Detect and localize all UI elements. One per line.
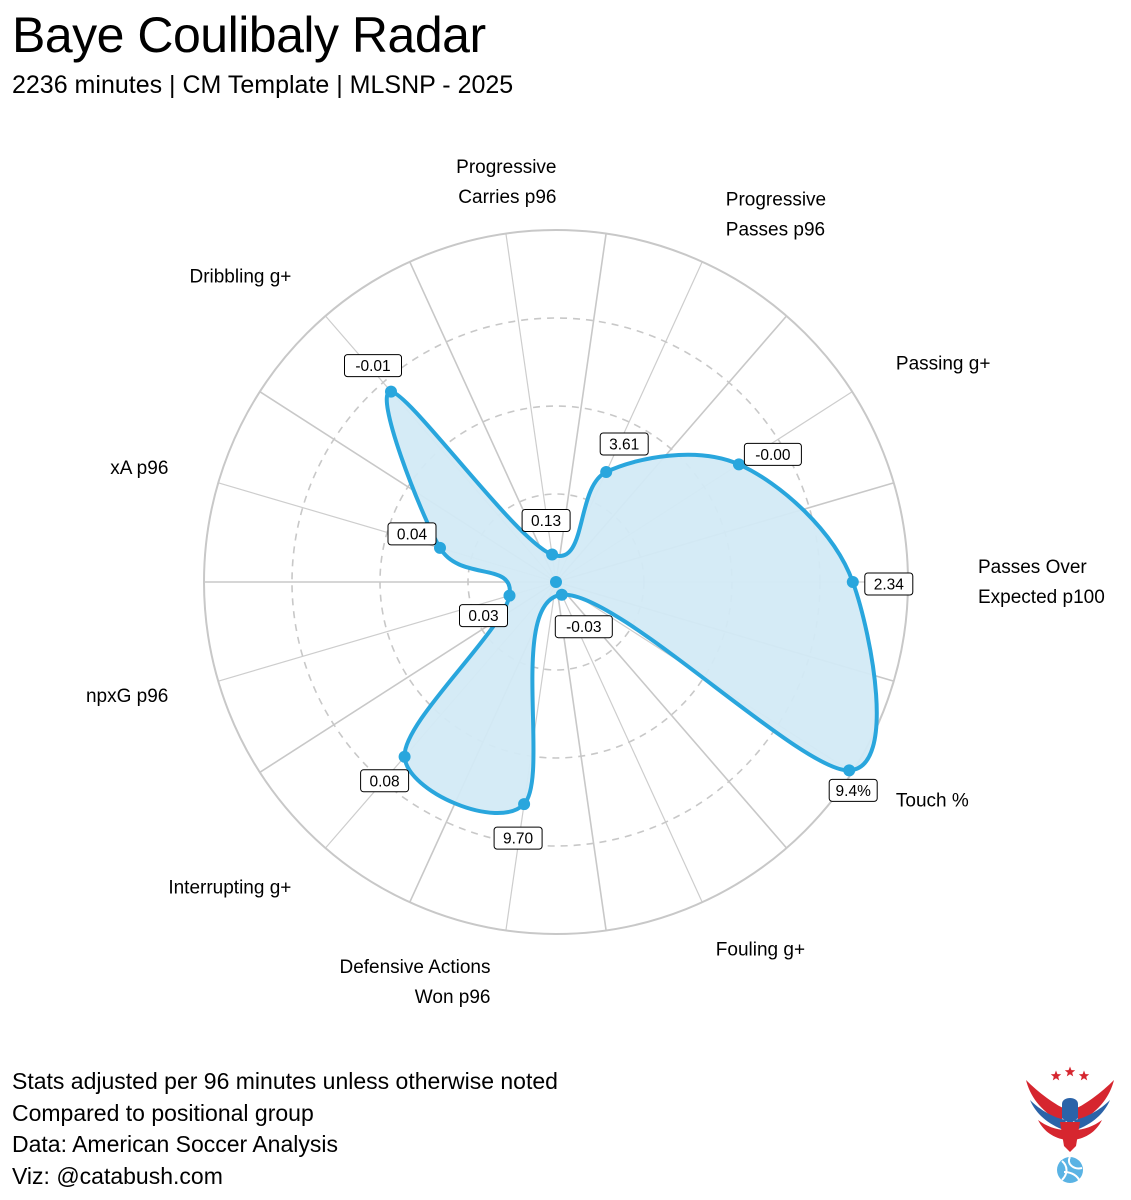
svg-text:9.70: 9.70 xyxy=(503,831,534,848)
chart-subtitle: 2236 minutes | CM Template | MLSNP - 202… xyxy=(12,71,514,99)
axis-label-line: Passing g+ xyxy=(896,354,991,375)
axis-label: Fouling g+ xyxy=(716,940,805,961)
axis-label: Defensive Actions Won p96 xyxy=(339,957,490,1008)
axis-label-line: npxG p96 xyxy=(86,686,168,707)
axis-label-line: Dribbling g+ xyxy=(189,267,291,288)
value-label: -0.01 xyxy=(344,354,402,378)
radar-point xyxy=(434,541,446,554)
eagle-icon xyxy=(1026,1080,1114,1152)
axis-label: Progressive Passes p96 xyxy=(726,190,826,241)
value-label: -0.00 xyxy=(743,442,802,466)
value-label: 0.03 xyxy=(459,604,508,628)
svg-text:0.03: 0.03 xyxy=(468,608,498,625)
svg-text:0.08: 0.08 xyxy=(370,773,400,790)
eagle-soccer-logo-icon xyxy=(1026,1066,1114,1183)
value-label: 9.70 xyxy=(493,826,543,850)
grid-spoke xyxy=(555,581,607,931)
svg-text:2.34: 2.34 xyxy=(874,577,905,594)
value-label: 0.08 xyxy=(360,769,410,793)
axis-label: Passing g+ xyxy=(896,354,991,375)
footer-line: Stats adjusted per 96 minutes unless oth… xyxy=(12,1068,558,1094)
axis-label-line: Interrupting g+ xyxy=(168,877,291,898)
radar-hub xyxy=(550,576,562,588)
value-label: 0.13 xyxy=(521,509,571,532)
chart-title: Baye Coulibaly Radar xyxy=(12,7,486,63)
value-label: 2.34 xyxy=(864,572,914,596)
star-icon xyxy=(1050,1070,1062,1081)
radar-point xyxy=(843,764,856,777)
axis-label-line: Defensive Actions xyxy=(339,957,490,978)
svg-text:3.61: 3.61 xyxy=(609,437,639,454)
radar-points xyxy=(385,385,859,811)
axis-label: Touch % xyxy=(896,790,969,811)
svg-text:0.04: 0.04 xyxy=(397,526,428,543)
axis-label-line: Touch % xyxy=(896,790,969,811)
radar-point xyxy=(398,750,411,763)
axis-label-line: Progressive xyxy=(726,190,826,211)
value-label: 3.61 xyxy=(599,432,649,456)
radar-point xyxy=(503,589,516,602)
radar-area xyxy=(386,391,877,814)
footer-line: Compared to positional group xyxy=(12,1099,314,1126)
footer-line: Viz: @catabush.com xyxy=(12,1162,223,1189)
stars-icon xyxy=(1050,1066,1090,1081)
axis-label-line: Passes p96 xyxy=(726,220,825,241)
radar-chart: 2.34 9.4% -0.03 9.70 0.08 0.03 0.04 -0.01 0.13 3.… xyxy=(86,157,1105,1008)
star-icon xyxy=(1064,1066,1076,1077)
radar-point xyxy=(518,798,531,811)
axis-label-line: xA p96 xyxy=(110,458,168,479)
axis-label-line: Won p96 xyxy=(415,987,491,1008)
radar-point xyxy=(846,576,859,588)
radar-axis-labels: Passes Over Expected p100 Touch % Fouling g… xyxy=(86,157,1105,1008)
axis-label: Interrupting g+ xyxy=(168,877,291,898)
footer-notes: Stats adjusted per 96 minutes unless oth… xyxy=(12,1066,558,1192)
radar-point xyxy=(385,385,397,398)
star-icon xyxy=(1078,1070,1090,1081)
axis-label: Dribbling g+ xyxy=(189,267,291,288)
axis-label: npxG p96 xyxy=(86,686,168,707)
axis-label-line: Passes Over xyxy=(978,557,1087,578)
radar-point xyxy=(732,458,745,471)
svg-text:-0.01: -0.01 xyxy=(355,358,390,375)
axis-line xyxy=(218,581,557,682)
svg-text:0.13: 0.13 xyxy=(531,513,561,530)
svg-text:9.4%: 9.4% xyxy=(836,783,872,800)
radar-point xyxy=(555,588,568,601)
svg-text:-0.03: -0.03 xyxy=(566,619,601,636)
axis-label-line: Carries p96 xyxy=(458,187,556,208)
value-label: 9.4% xyxy=(828,778,878,802)
axis-label: Passes Over Expected p100 xyxy=(978,557,1105,608)
footer-line: Data: American Soccer Analysis xyxy=(12,1131,338,1157)
radar-value-labels: 2.34 9.4% -0.03 9.70 0.08 0.03 0.04 -0.01 0.13 3.… xyxy=(344,354,914,850)
axis-label: xA p96 xyxy=(110,458,168,479)
svg-text:-0.00: -0.00 xyxy=(755,447,791,464)
axis-label-line: Expected p100 xyxy=(978,587,1105,608)
axis-label-line: Fouling g+ xyxy=(716,940,805,961)
value-label: -0.03 xyxy=(554,615,613,639)
radar-point xyxy=(600,466,613,478)
soccer-ball-icon xyxy=(1057,1156,1083,1183)
axis-label: Progressive Carries p96 xyxy=(456,157,556,208)
radar-point xyxy=(546,548,559,561)
axis-label-line: Progressive xyxy=(456,157,556,178)
value-label: 0.04 xyxy=(387,522,437,546)
